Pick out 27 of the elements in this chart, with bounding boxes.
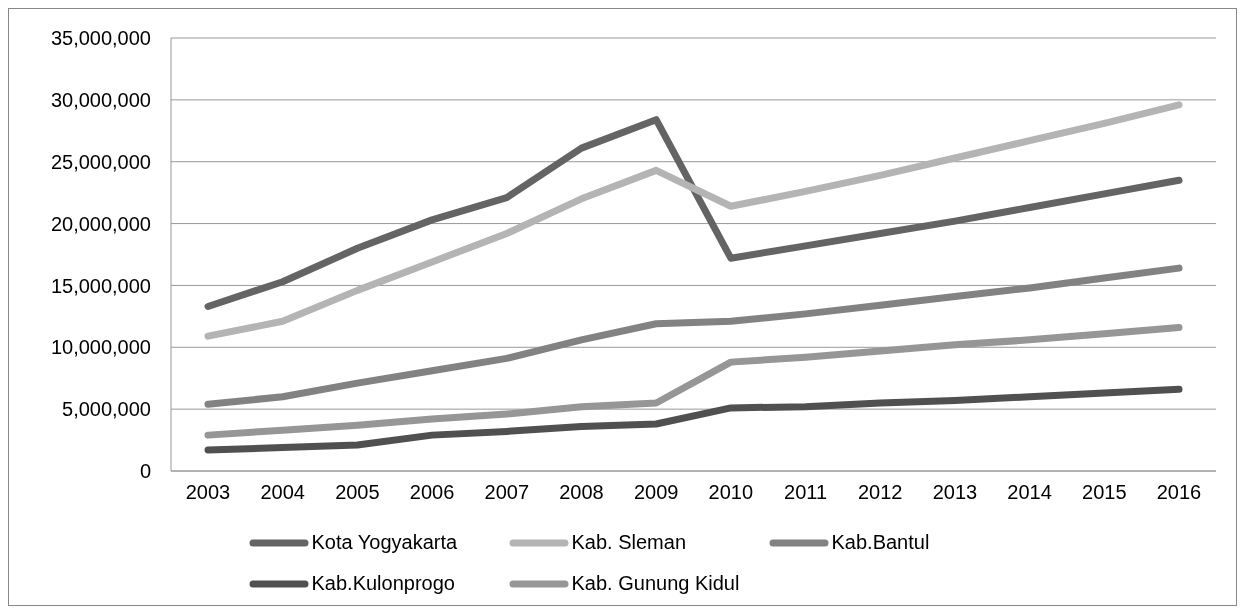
x-tick-label: 2014 [1007, 481, 1052, 504]
y-tick-label: 0 [139, 460, 151, 483]
x-tick-label: 2008 [559, 481, 604, 504]
y-tick-label: 20,000,000 [50, 212, 151, 235]
legend-label: Kota Yogyakarta [311, 531, 458, 554]
x-tick-label: 2003 [185, 481, 231, 504]
x-tick-label: 2006 [409, 481, 455, 504]
x-tick-label: 2004 [260, 481, 305, 504]
y-tick-label: 15,000,000 [50, 274, 151, 297]
y-tick-label: 10,000,000 [50, 336, 151, 359]
legend-label: Kab.Kulonprogo [311, 572, 455, 595]
x-tick-label: 2010 [708, 481, 754, 504]
x-tick-label: 2007 [484, 481, 530, 504]
legend-label: Kab. Gunung Kidul [571, 572, 740, 595]
y-tick-label: 30,000,000 [50, 88, 151, 111]
x-tick-label: 2013 [932, 481, 978, 504]
x-tick-label: 2005 [335, 481, 380, 504]
x-tick-label: 2011 [784, 481, 828, 504]
legend-label: Kab. Sleman [571, 531, 687, 554]
legend-label: Kab.Bantul [831, 531, 930, 554]
x-tick-label: 2009 [633, 481, 679, 504]
x-tick-label: 2016 [1156, 481, 1202, 504]
y-tick-label: 5,000,000 [62, 398, 151, 421]
x-tick-label: 2015 [1082, 481, 1127, 504]
y-tick-label: 25,000,000 [50, 150, 151, 173]
x-tick-label: 2012 [857, 481, 903, 504]
y-tick-label: 35,000,000 [50, 27, 151, 50]
